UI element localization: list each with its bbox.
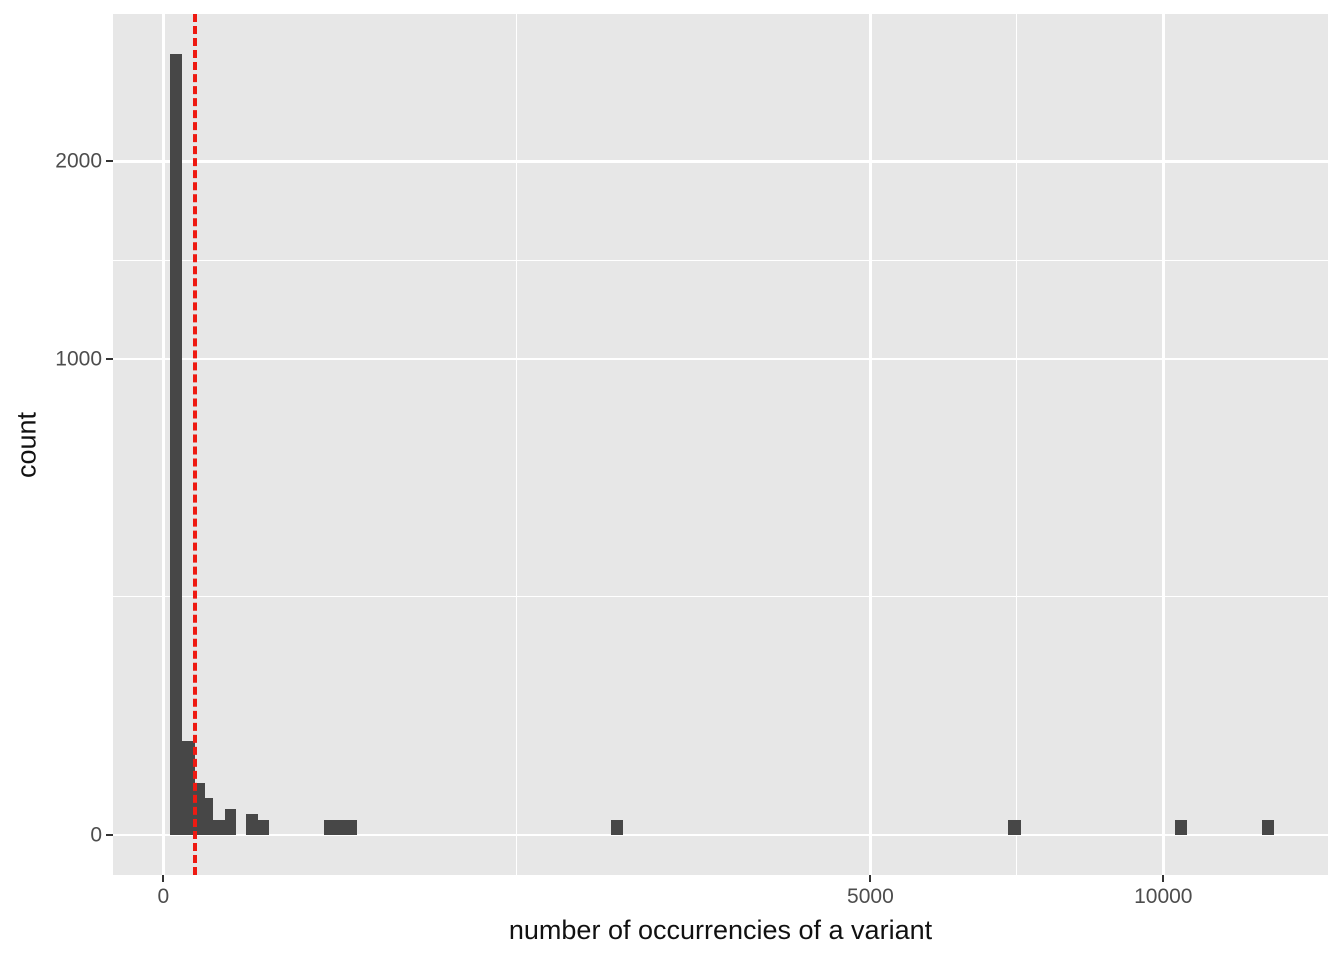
histogram-bar [323, 819, 357, 835]
histogram-bar [224, 808, 237, 835]
x-major-gridline [1162, 14, 1165, 875]
histogram-bar [257, 819, 270, 835]
histogram-bar [1261, 819, 1275, 835]
y-axis-tick-label: 0 [90, 823, 102, 847]
histogram-bar [610, 819, 624, 835]
y-axis-title: count [11, 411, 42, 478]
x-axis-tick-label: 0 [157, 885, 170, 908]
y-axis-tick-label: 2000 [55, 149, 102, 173]
histogram-bar [1007, 819, 1021, 835]
histogram-bar [205, 798, 214, 835]
y-major-gridline [113, 160, 1328, 163]
x-axis-tick [869, 875, 872, 882]
x-minor-gridline [516, 14, 518, 875]
threshold-line [192, 14, 197, 875]
y-major-gridline [113, 833, 1328, 837]
x-minor-gridline [1016, 14, 1018, 875]
histogram-bar [213, 819, 225, 835]
histogram-bar [182, 740, 195, 835]
x-axis-title: number of occurrencies of a variant [508, 915, 933, 945]
x-axis-tick [1162, 875, 1165, 882]
y-major-gridline [113, 357, 1328, 360]
histogram-bar [194, 782, 205, 835]
y-axis-tick-label: 1000 [55, 347, 102, 371]
y-axis-tick [106, 834, 113, 836]
x-axis-tick-label: 5000 [847, 885, 894, 908]
histogram-bar [169, 53, 182, 835]
x-major-gridline [162, 14, 165, 875]
histogram-bar [245, 813, 258, 835]
x-axis-tick [162, 875, 165, 882]
x-axis-tick-label: 10000 [1134, 885, 1193, 908]
y-axis-tick [106, 357, 113, 360]
histogram-bar [1174, 819, 1188, 835]
y-axis-tick [106, 160, 113, 163]
y-minor-gridline [113, 596, 1328, 598]
plot-panel [113, 14, 1328, 875]
x-major-gridline [869, 14, 872, 875]
y-minor-gridline [113, 259, 1328, 261]
